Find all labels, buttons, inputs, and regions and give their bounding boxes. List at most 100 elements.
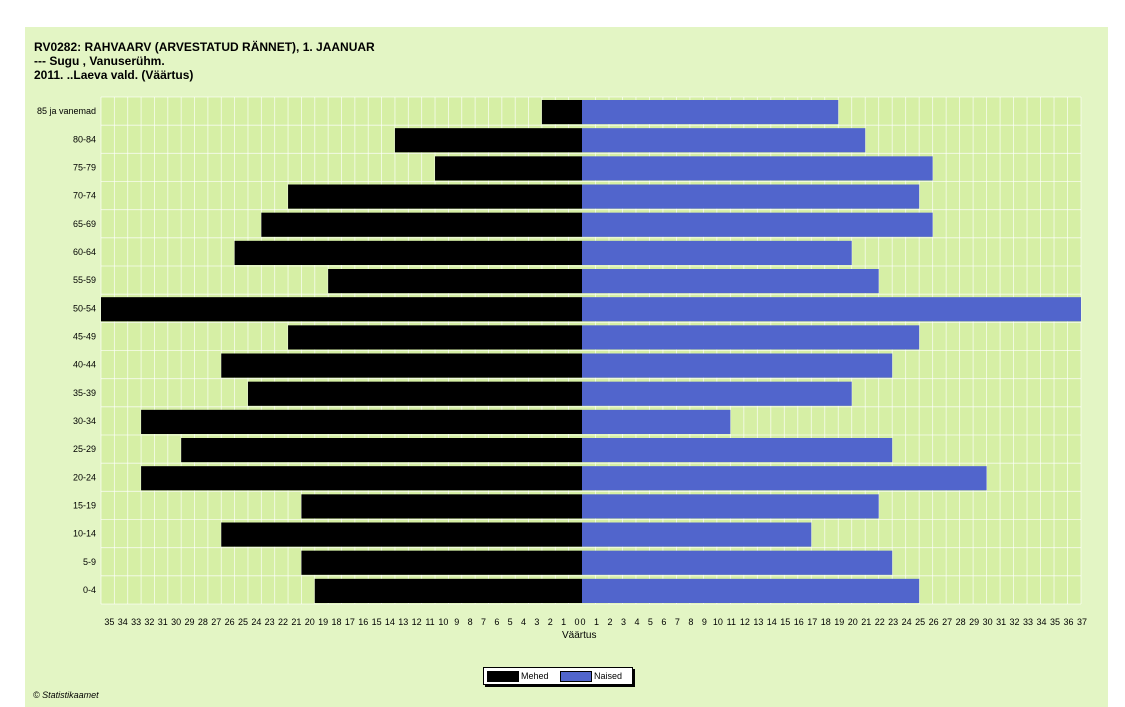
x-tick-label: 20 xyxy=(848,617,858,627)
bar-men xyxy=(394,128,582,153)
x-tick-label: 26 xyxy=(225,617,235,627)
x-tick-label: 3 xyxy=(534,617,539,627)
x-tick-label: 35 xyxy=(104,617,114,627)
x-tick-label: 29 xyxy=(969,617,979,627)
bar-women xyxy=(582,184,920,209)
bar-women xyxy=(582,409,731,434)
category-label: 70-74 xyxy=(73,191,96,201)
x-tick-label: 12 xyxy=(740,617,750,627)
category-label: 15-19 xyxy=(73,500,96,510)
x-tick-label: 31 xyxy=(158,617,168,627)
category-label: 50-54 xyxy=(73,303,96,313)
category-label: 65-69 xyxy=(73,219,96,229)
category-label: 60-64 xyxy=(73,247,96,257)
x-tick-label: 21 xyxy=(291,617,301,627)
x-tick-label: 30 xyxy=(983,617,993,627)
x-tick-label: 19 xyxy=(318,617,328,627)
x-tick-label: 12 xyxy=(412,617,422,627)
x-tick-label: 24 xyxy=(902,617,912,627)
x-tick-label: 23 xyxy=(265,617,275,627)
x-tick-label: 4 xyxy=(521,617,526,627)
category-label: 0-4 xyxy=(83,585,96,595)
x-tick-label: 8 xyxy=(468,617,473,627)
bar-men xyxy=(301,550,582,575)
x-tick-label: 0 xyxy=(574,617,579,627)
x-tick-label: 33 xyxy=(131,617,141,627)
x-tick-label: 32 xyxy=(144,617,154,627)
x-tick-label: 7 xyxy=(481,617,486,627)
bar-men xyxy=(314,578,582,603)
bar-women xyxy=(582,381,852,406)
x-tick-label: 14 xyxy=(767,617,777,627)
x-tick-label: 5 xyxy=(508,617,513,627)
x-tick-label: 17 xyxy=(807,617,817,627)
bar-women xyxy=(582,522,812,547)
x-tick-label: 11 xyxy=(727,617,736,627)
chart-title: RV0282: RAHVAARV (ARVESTATUD RÄNNET), 1.… xyxy=(34,40,375,54)
category-label: 25-29 xyxy=(73,444,96,454)
chart-subtitle-region: 2011. ..Laeva vald. (Väärtus) xyxy=(34,68,194,82)
category-label: 35-39 xyxy=(73,388,96,398)
bar-men xyxy=(141,466,583,491)
bar-men xyxy=(328,269,582,294)
bar-women xyxy=(582,240,852,265)
chart-legend: Mehed Naised xyxy=(483,667,633,685)
x-tick-label: 23 xyxy=(888,617,898,627)
category-label: 20-24 xyxy=(73,472,96,482)
x-tick-label: 28 xyxy=(956,617,966,627)
legend-label-women: Naised xyxy=(594,671,623,681)
category-label: 85 ja vanemad xyxy=(37,106,96,116)
legend-label-men: Mehed xyxy=(521,671,549,681)
bar-men xyxy=(288,184,582,209)
x-tick-label: 30 xyxy=(171,617,181,627)
bar-women xyxy=(582,128,866,153)
category-label: 55-59 xyxy=(73,275,96,285)
bar-women xyxy=(582,353,893,378)
x-tick-label: 29 xyxy=(185,617,195,627)
category-label: 45-49 xyxy=(73,331,96,341)
x-tick-label: 18 xyxy=(821,617,831,627)
x-tick-label: 20 xyxy=(305,617,315,627)
x-tick-label: 13 xyxy=(398,617,408,627)
x-tick-label: 5 xyxy=(648,617,653,627)
x-tick-label: 9 xyxy=(702,617,707,627)
copyright-credit: © Statistikaamet xyxy=(33,690,99,700)
category-label: 80-84 xyxy=(73,134,96,144)
x-tick-label: 16 xyxy=(794,617,804,627)
x-tick-label: 25 xyxy=(915,617,925,627)
x-tick-label: 25 xyxy=(238,617,248,627)
x-tick-label: 22 xyxy=(278,617,288,627)
x-tick-label: 27 xyxy=(942,617,952,627)
bar-women xyxy=(582,578,920,603)
category-label: 30-34 xyxy=(73,416,96,426)
x-tick-label: 1 xyxy=(594,617,599,627)
bar-men xyxy=(181,438,582,463)
bar-women xyxy=(582,550,893,575)
bar-men xyxy=(301,494,582,519)
x-tick-label: 22 xyxy=(875,617,885,627)
x-tick-label: 28 xyxy=(198,617,208,627)
x-tick-label: 6 xyxy=(661,617,666,627)
x-tick-label: 8 xyxy=(688,617,693,627)
x-tick-label: 13 xyxy=(753,617,763,627)
bar-men xyxy=(435,156,582,181)
x-tick-label: 33 xyxy=(1023,617,1033,627)
bar-women xyxy=(582,297,1081,322)
bar-women xyxy=(582,325,920,350)
x-tick-label: 16 xyxy=(358,617,368,627)
x-tick-label: 34 xyxy=(1037,617,1047,627)
bar-women xyxy=(582,212,933,237)
x-tick-label: 17 xyxy=(345,617,355,627)
x-tick-label: 21 xyxy=(861,617,871,627)
x-tick-label: 9 xyxy=(454,617,459,627)
x-tick-label: 6 xyxy=(494,617,499,627)
x-tick-label: 11 xyxy=(425,617,434,627)
bar-men xyxy=(141,409,583,434)
bar-men xyxy=(247,381,582,406)
bar-men xyxy=(261,212,582,237)
legend-swatch-women xyxy=(560,671,592,682)
x-tick-label: 26 xyxy=(929,617,939,627)
legend-swatch-men xyxy=(487,671,519,682)
x-tick-label: 19 xyxy=(834,617,844,627)
